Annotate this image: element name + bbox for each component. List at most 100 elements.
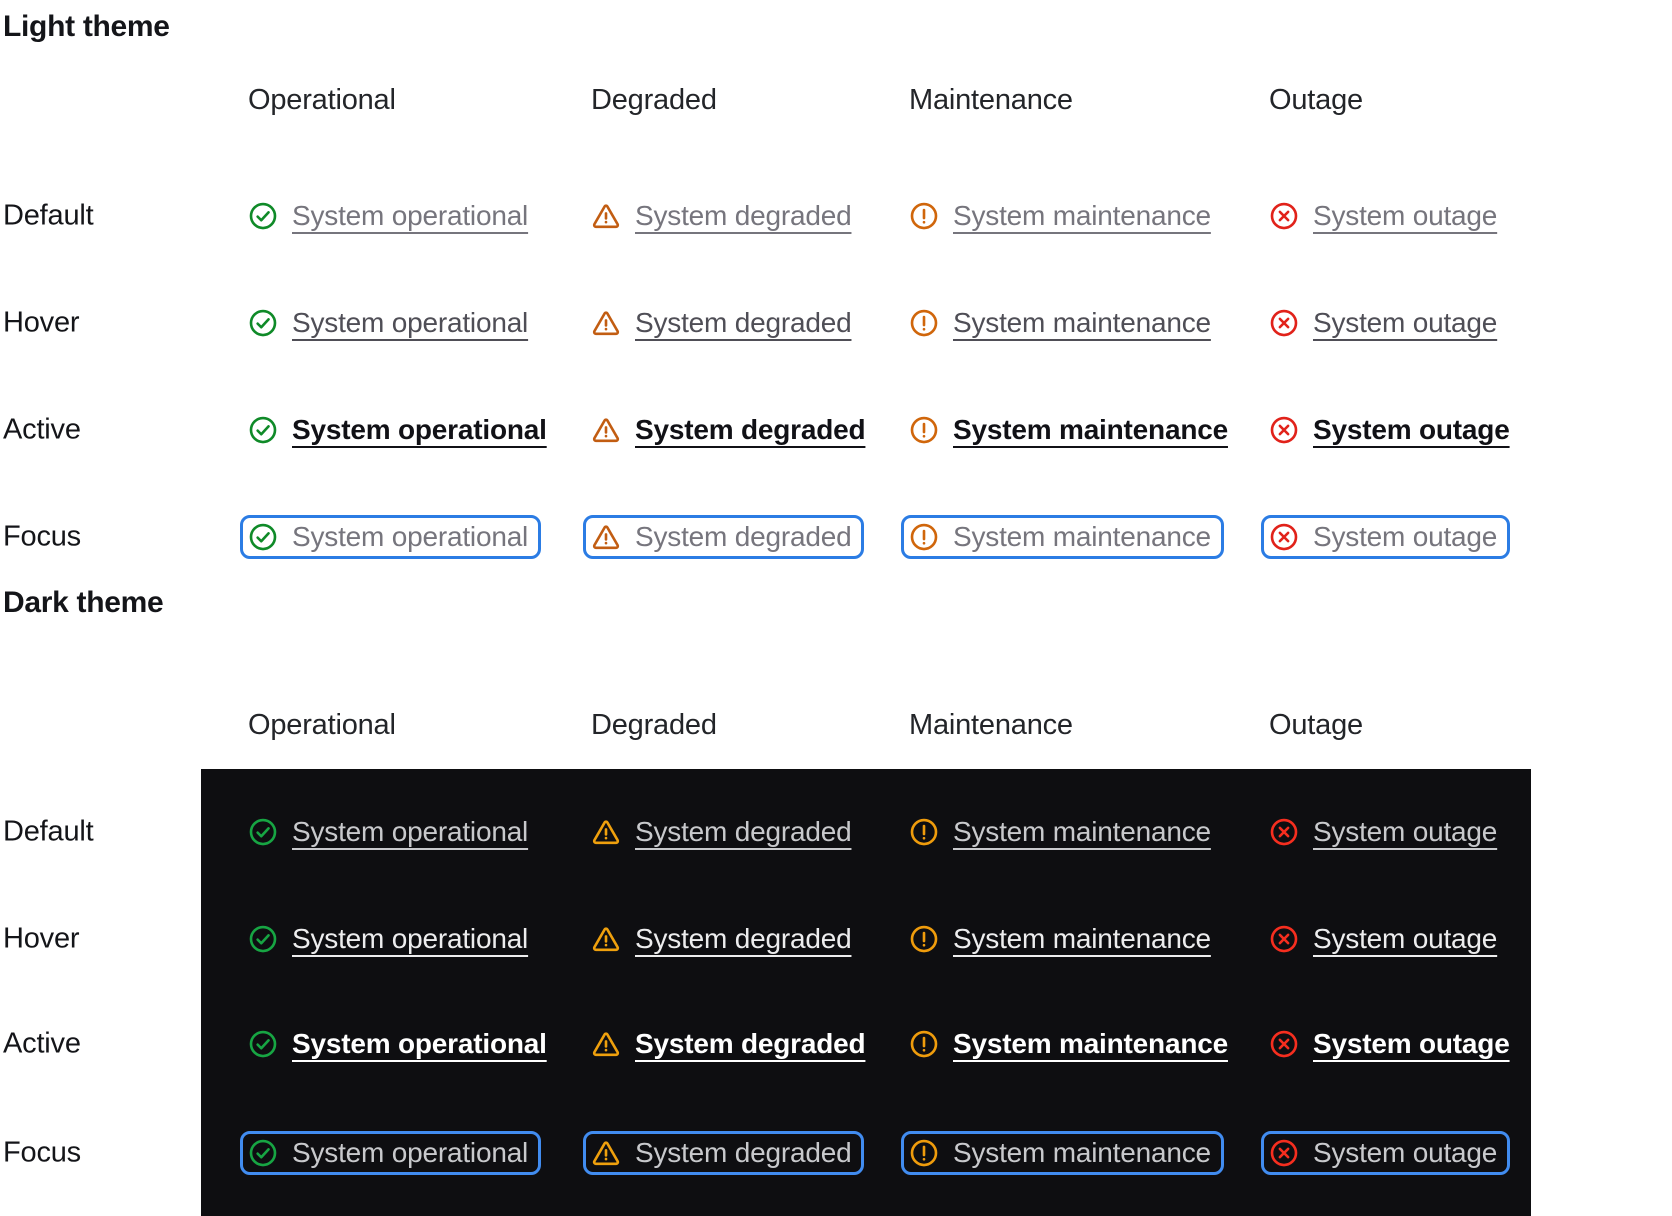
light-row-label-hover: Hover <box>3 306 80 339</box>
dark-default-operational-link[interactable]: System operational <box>248 816 528 848</box>
dark-active-maintenance-link[interactable]: System maintenance <box>909 1028 1228 1060</box>
status-link-label: System operational <box>292 200 529 231</box>
dark-focus-operational-link[interactable]: System operational <box>240 1131 542 1175</box>
status-link-label: System operational <box>292 414 547 445</box>
status-link-label: System outage <box>1313 1028 1510 1059</box>
light-default-outage-link[interactable]: System outage <box>1269 200 1497 232</box>
dark-hover-maintenance-link[interactable]: System maintenance <box>909 923 1211 955</box>
warning-triangle-icon <box>591 1029 621 1059</box>
status-link-label: System maintenance <box>953 1137 1211 1168</box>
dark-active-degraded-link[interactable]: System degraded <box>591 1028 866 1060</box>
check-circle-icon <box>248 924 278 954</box>
warning-triangle-icon <box>591 201 621 231</box>
light-active-outage-link[interactable]: System outage <box>1269 414 1510 446</box>
light-focus-maintenance-link[interactable]: System maintenance <box>901 515 1224 559</box>
dark-default-outage-link[interactable]: System outage <box>1269 816 1497 848</box>
light-row-label-focus: Focus <box>3 520 81 553</box>
alert-circle-icon <box>909 308 939 338</box>
dark-row-label-active: Active <box>3 1027 81 1060</box>
dark-column-header-operational: Operational <box>248 709 396 741</box>
warning-triangle-icon <box>591 522 621 552</box>
check-circle-icon <box>248 817 278 847</box>
alert-circle-icon <box>909 1138 939 1168</box>
dark-row-hover: Hover System operational System degraded Sy… <box>0 916 1672 962</box>
dark-default-degraded-link[interactable]: System degraded <box>591 816 852 848</box>
dark-active-outage-link[interactable]: System outage <box>1269 1028 1510 1060</box>
status-link-label: System operational <box>292 1137 529 1168</box>
status-link-label: System outage <box>1313 923 1498 954</box>
status-link-label: System outage <box>1313 816 1498 847</box>
light-default-degraded-link[interactable]: System degraded <box>591 200 852 232</box>
dark-theme-panel <box>201 769 1531 1216</box>
status-link-label: System operational <box>292 923 529 954</box>
light-focus-degraded-link[interactable]: System degraded <box>583 515 865 559</box>
light-column-header-degraded: Degraded <box>591 84 717 116</box>
light-hover-degraded-link[interactable]: System degraded <box>591 307 852 339</box>
alert-circle-icon <box>909 522 939 552</box>
status-link-label: System operational <box>292 1028 547 1059</box>
status-link-label: System maintenance <box>953 521 1211 552</box>
light-default-operational-link[interactable]: System operational <box>248 200 528 232</box>
dark-column-header-maintenance: Maintenance <box>909 709 1073 741</box>
light-hover-operational-link[interactable]: System operational <box>248 307 528 339</box>
status-link-label: System maintenance <box>953 200 1211 231</box>
dark-row-active: Active System operational System degraded S… <box>0 1021 1672 1067</box>
dark-row-label-hover: Hover <box>3 922 80 955</box>
status-link-label: System operational <box>292 307 529 338</box>
x-circle-icon <box>1269 308 1299 338</box>
status-link-label: System degraded <box>635 414 866 445</box>
dark-focus-maintenance-link[interactable]: System maintenance <box>901 1131 1224 1175</box>
x-circle-icon <box>1269 522 1299 552</box>
x-circle-icon <box>1269 1138 1299 1168</box>
light-column-header-outage: Outage <box>1269 84 1363 116</box>
dark-theme-title: Dark theme <box>3 586 164 619</box>
warning-triangle-icon <box>591 308 621 338</box>
alert-circle-icon <box>909 924 939 954</box>
alert-circle-icon <box>909 817 939 847</box>
dark-row-label-default: Default <box>3 815 94 848</box>
dark-column-header-outage: Outage <box>1269 709 1363 741</box>
x-circle-icon <box>1269 415 1299 445</box>
status-link-label: System degraded <box>635 1028 866 1059</box>
light-active-maintenance-link[interactable]: System maintenance <box>909 414 1228 446</box>
light-row-active: Active System operational System degraded S… <box>0 407 1672 453</box>
status-link-label: System outage <box>1313 521 1498 552</box>
check-circle-icon <box>248 201 278 231</box>
status-link-label: System degraded <box>635 923 852 954</box>
status-link-label: System operational <box>292 816 529 847</box>
dark-hover-operational-link[interactable]: System operational <box>248 923 528 955</box>
dark-row-label-focus: Focus <box>3 1136 81 1169</box>
light-focus-outage-link[interactable]: System outage <box>1261 515 1511 559</box>
check-circle-icon <box>248 308 278 338</box>
check-circle-icon <box>248 1029 278 1059</box>
light-active-operational-link[interactable]: System operational <box>248 414 547 446</box>
alert-circle-icon <box>909 1029 939 1059</box>
status-link-label: System degraded <box>635 200 852 231</box>
warning-triangle-icon <box>591 415 621 445</box>
warning-triangle-icon <box>591 817 621 847</box>
light-row-focus: Focus System operational System degraded Sy… <box>0 514 1672 560</box>
dark-focus-outage-link[interactable]: System outage <box>1261 1131 1511 1175</box>
dark-column-header-degraded: Degraded <box>591 709 717 741</box>
alert-circle-icon <box>909 201 939 231</box>
light-default-maintenance-link[interactable]: System maintenance <box>909 200 1211 232</box>
light-column-header-operational: Operational <box>248 84 396 116</box>
dark-focus-degraded-link[interactable]: System degraded <box>583 1131 865 1175</box>
light-active-degraded-link[interactable]: System degraded <box>591 414 866 446</box>
status-link-label: System operational <box>292 521 529 552</box>
light-hover-maintenance-link[interactable]: System maintenance <box>909 307 1211 339</box>
dark-row-focus: Focus System operational System degraded Sy… <box>0 1130 1672 1176</box>
light-focus-operational-link[interactable]: System operational <box>240 515 542 559</box>
light-hover-outage-link[interactable]: System outage <box>1269 307 1497 339</box>
x-circle-icon <box>1269 201 1299 231</box>
status-link-label: System outage <box>1313 307 1498 338</box>
status-link-label: System degraded <box>635 521 852 552</box>
dark-default-maintenance-link[interactable]: System maintenance <box>909 816 1211 848</box>
status-link-label: System maintenance <box>953 1028 1228 1059</box>
status-link-label: System outage <box>1313 1137 1498 1168</box>
dark-active-operational-link[interactable]: System operational <box>248 1028 547 1060</box>
dark-hover-degraded-link[interactable]: System degraded <box>591 923 852 955</box>
dark-hover-outage-link[interactable]: System outage <box>1269 923 1497 955</box>
status-link-label: System maintenance <box>953 414 1228 445</box>
